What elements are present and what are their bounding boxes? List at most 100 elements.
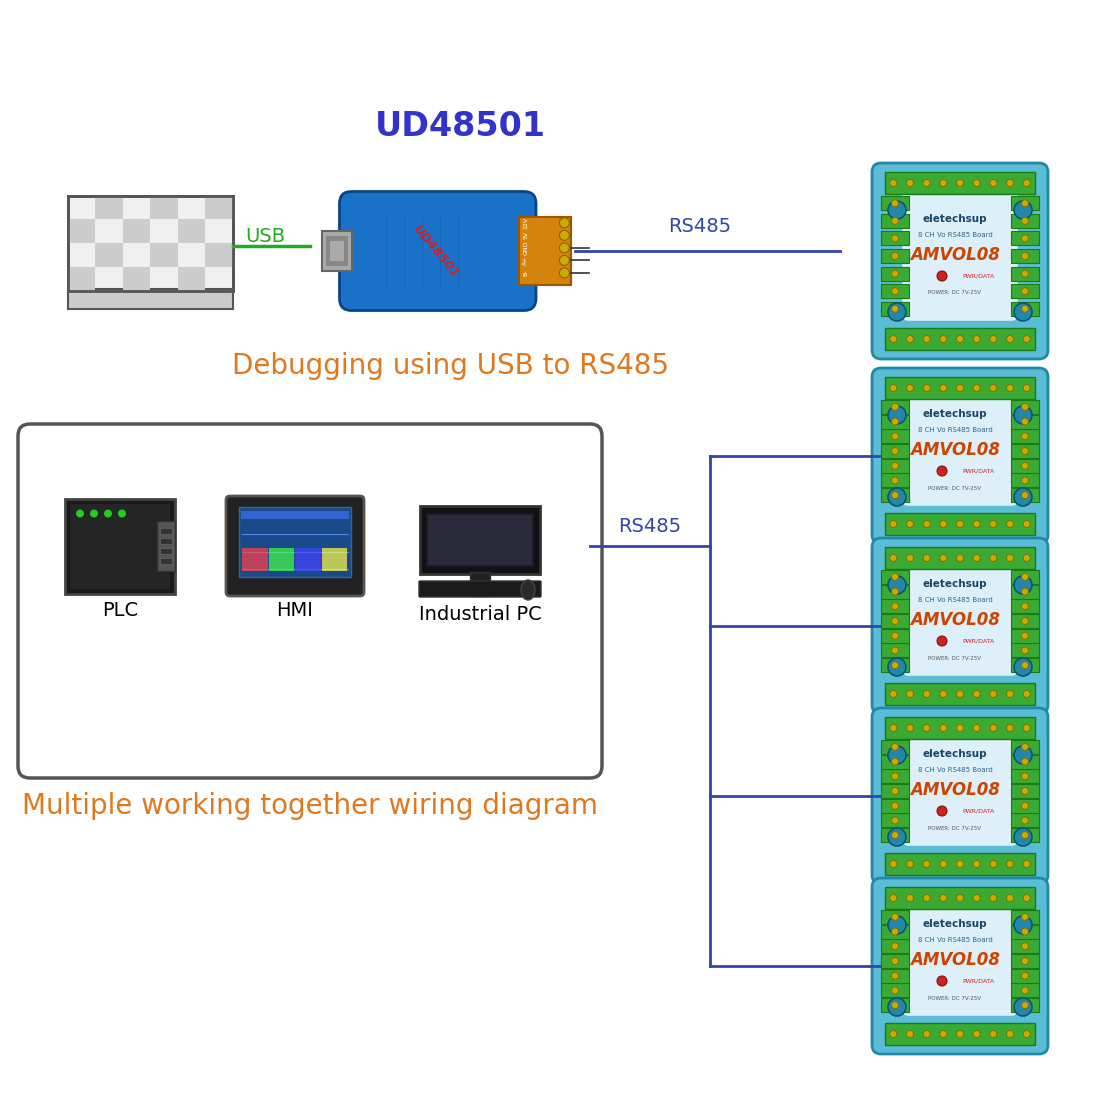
Text: PWR/DATA: PWR/DATA [962, 808, 994, 814]
Text: 5V: 5V [523, 231, 528, 240]
Bar [1011, 754, 1039, 769]
Circle shape [906, 860, 914, 867]
Bar [881, 658, 910, 672]
Circle shape [1014, 828, 1032, 846]
Text: 8 CH Vo RS485 Board: 8 CH Vo RS485 Board [917, 597, 992, 603]
Bar [1011, 940, 1039, 953]
Bar [881, 644, 910, 657]
FancyBboxPatch shape [902, 389, 1019, 507]
Text: PWR/DATA: PWR/DATA [962, 979, 994, 983]
Text: eletechsup: eletechsup [923, 579, 988, 589]
Circle shape [892, 218, 898, 224]
FancyBboxPatch shape [902, 730, 1019, 847]
Circle shape [1023, 520, 1030, 528]
Circle shape [1007, 385, 1013, 392]
Circle shape [888, 576, 906, 594]
Bar [1011, 488, 1039, 502]
Bar [426, 513, 533, 567]
Bar [150, 195, 177, 219]
Circle shape [940, 385, 946, 392]
Text: HMI: HMI [277, 602, 314, 620]
Text: PLC: PLC [102, 602, 138, 620]
Circle shape [923, 180, 930, 186]
Bar [881, 444, 910, 458]
Text: 8 CH Vo RS485 Board: 8 CH Vo RS485 Board [917, 767, 992, 773]
Bar [885, 377, 1035, 400]
FancyBboxPatch shape [872, 538, 1048, 714]
Circle shape [940, 336, 946, 343]
Text: AMVOL08: AMVOL08 [910, 951, 1000, 969]
Circle shape [1007, 336, 1013, 343]
Bar [881, 983, 910, 998]
Circle shape [1023, 724, 1030, 731]
Circle shape [888, 745, 906, 764]
Circle shape [892, 492, 898, 499]
Circle shape [559, 268, 569, 278]
Circle shape [889, 691, 897, 698]
Text: UD48501: UD48501 [375, 109, 546, 143]
Circle shape [940, 180, 946, 186]
Circle shape [1014, 658, 1032, 676]
Text: Debugging using USB to RS485: Debugging using USB to RS485 [231, 352, 668, 381]
Bar [1011, 983, 1039, 998]
Bar [1011, 430, 1039, 443]
Bar [1011, 196, 1039, 210]
Circle shape [1021, 270, 1029, 277]
Text: RS485: RS485 [618, 517, 682, 536]
Bar [881, 285, 910, 298]
Circle shape [990, 1030, 997, 1038]
Bar [177, 219, 205, 243]
Circle shape [1014, 304, 1032, 321]
Circle shape [990, 860, 997, 867]
Circle shape [906, 724, 914, 731]
Bar [1011, 585, 1039, 598]
Circle shape [956, 724, 963, 731]
Circle shape [940, 691, 946, 698]
Bar [95, 195, 123, 219]
Circle shape [1007, 860, 1013, 867]
Circle shape [892, 588, 898, 595]
Circle shape [906, 1030, 914, 1038]
Circle shape [923, 520, 930, 528]
Bar [881, 785, 910, 798]
Circle shape [1021, 788, 1029, 795]
Bar [1011, 444, 1039, 458]
FancyBboxPatch shape [339, 192, 536, 310]
Circle shape [1007, 520, 1013, 528]
Circle shape [1021, 418, 1029, 425]
Bar [150, 243, 177, 267]
Bar [885, 547, 1035, 569]
Circle shape [1023, 385, 1030, 392]
Circle shape [906, 336, 914, 343]
Bar [881, 969, 910, 983]
Bar [295, 548, 320, 571]
Text: RS485: RS485 [668, 217, 732, 235]
Bar [881, 214, 910, 228]
Circle shape [888, 828, 906, 846]
Circle shape [937, 636, 947, 646]
Circle shape [1021, 252, 1029, 260]
FancyBboxPatch shape [18, 424, 602, 778]
Circle shape [1021, 758, 1029, 766]
Circle shape [892, 200, 898, 206]
Circle shape [923, 724, 930, 731]
Bar [1011, 473, 1039, 488]
Text: AMVOL08: AMVOL08 [910, 246, 1000, 264]
Text: AMVOL08: AMVOL08 [910, 781, 1000, 799]
Circle shape [973, 555, 980, 561]
Circle shape [892, 788, 898, 795]
Circle shape [923, 385, 930, 392]
Circle shape [1023, 555, 1030, 561]
Bar [885, 683, 1035, 705]
Circle shape [892, 252, 898, 260]
Circle shape [1021, 743, 1029, 750]
Circle shape [104, 510, 112, 518]
Circle shape [892, 633, 898, 639]
Circle shape [118, 510, 126, 518]
Circle shape [1021, 462, 1029, 469]
Circle shape [990, 895, 997, 902]
Text: USB: USB [244, 227, 285, 246]
Circle shape [1021, 305, 1029, 312]
Bar [70, 503, 170, 588]
Bar [67, 289, 232, 308]
